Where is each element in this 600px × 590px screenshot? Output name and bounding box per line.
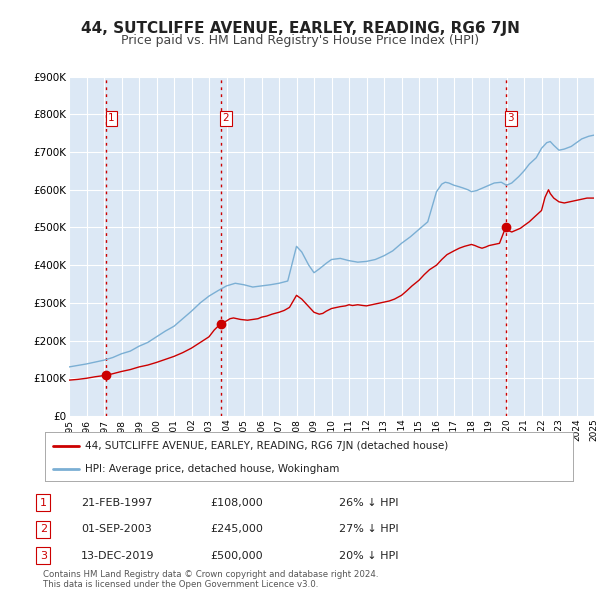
Text: 2: 2 <box>40 525 47 534</box>
Text: 1: 1 <box>40 498 47 507</box>
Text: £245,000: £245,000 <box>210 525 263 534</box>
Text: 44, SUTCLIFFE AVENUE, EARLEY, READING, RG6 7JN (detached house): 44, SUTCLIFFE AVENUE, EARLEY, READING, R… <box>85 441 448 451</box>
Text: Price paid vs. HM Land Registry's House Price Index (HPI): Price paid vs. HM Land Registry's House … <box>121 34 479 47</box>
Text: HPI: Average price, detached house, Wokingham: HPI: Average price, detached house, Woki… <box>85 464 339 474</box>
Text: £108,000: £108,000 <box>210 498 263 507</box>
Text: 13-DEC-2019: 13-DEC-2019 <box>81 551 155 560</box>
Text: This data is licensed under the Open Government Licence v3.0.: This data is licensed under the Open Gov… <box>43 579 319 589</box>
Text: 26% ↓ HPI: 26% ↓ HPI <box>339 498 398 507</box>
Text: 27% ↓ HPI: 27% ↓ HPI <box>339 525 398 534</box>
Text: 21-FEB-1997: 21-FEB-1997 <box>81 498 152 507</box>
Text: 1: 1 <box>108 113 115 123</box>
Text: 3: 3 <box>508 113 514 123</box>
Text: 44, SUTCLIFFE AVENUE, EARLEY, READING, RG6 7JN: 44, SUTCLIFFE AVENUE, EARLEY, READING, R… <box>80 21 520 35</box>
Text: 2: 2 <box>223 113 229 123</box>
Text: 3: 3 <box>40 551 47 560</box>
Text: Contains HM Land Registry data © Crown copyright and database right 2024.: Contains HM Land Registry data © Crown c… <box>43 570 379 579</box>
Text: £500,000: £500,000 <box>210 551 263 560</box>
Text: 20% ↓ HPI: 20% ↓ HPI <box>339 551 398 560</box>
Text: 01-SEP-2003: 01-SEP-2003 <box>81 525 152 534</box>
